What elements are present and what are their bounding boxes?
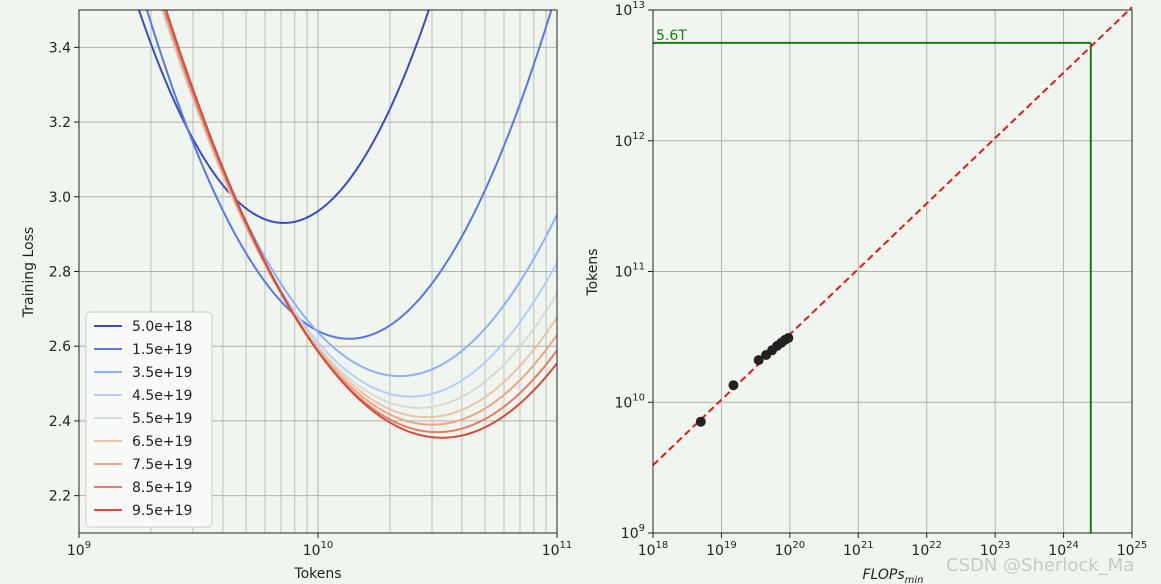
right-points bbox=[695, 333, 794, 427]
right-reference-lines: 5.6T bbox=[653, 28, 1092, 533]
legend-label: 3.5e+19 bbox=[132, 365, 192, 381]
watermark: CSDN @Sherlock_Ma bbox=[946, 555, 1134, 576]
right-xtick-label: 1024 bbox=[1048, 540, 1079, 559]
right-xtick-label: 1020 bbox=[775, 540, 806, 559]
left-ticks: 109 1010 1011 2.2 2.4 2.6 2.8 3.0 3.2 3.4 bbox=[49, 40, 573, 559]
right-xlabel: FLOPsmin bbox=[862, 567, 923, 584]
loss-curve-9.5e+19 bbox=[165, 10, 557, 439]
right-xtick-label: 1025 bbox=[1117, 540, 1148, 559]
left-xtick-label: 109 bbox=[67, 540, 91, 559]
legend-label: 4.5e+19 bbox=[132, 388, 192, 404]
reference-label: 5.6T bbox=[656, 28, 687, 44]
left-ytick-label: 2.2 bbox=[49, 489, 71, 505]
left-ytick-label: 2.4 bbox=[49, 414, 71, 430]
right-xtick-label: 1018 bbox=[638, 540, 669, 559]
left-ytick-label: 2.8 bbox=[49, 265, 71, 281]
legend-box bbox=[85, 311, 213, 528]
left-legend: 5.0e+18 1.5e+19 3.5e+19 4.5e+19 5.5e+19 6.5e+… bbox=[85, 311, 213, 528]
right-ytick-label: 1010 bbox=[614, 392, 645, 411]
right-xtick-label: 1023 bbox=[980, 540, 1011, 559]
right-xtick-label: 1022 bbox=[911, 540, 942, 559]
left-ytick-label: 2.6 bbox=[49, 339, 71, 355]
legend-label: 5.5e+19 bbox=[132, 411, 192, 427]
left-ytick-label: 3.0 bbox=[49, 190, 71, 206]
data-point bbox=[728, 380, 739, 391]
left-ylabel: Training Loss bbox=[21, 227, 37, 318]
data-point bbox=[695, 416, 706, 427]
legend-label: 6.5e+19 bbox=[132, 434, 192, 450]
left-xtick-label: 1010 bbox=[303, 540, 334, 559]
left-curves bbox=[137, 10, 557, 439]
right-ytick-label: 1013 bbox=[614, 0, 645, 19]
data-point bbox=[753, 355, 764, 366]
left-xlabel: Tokens bbox=[293, 566, 341, 582]
right-ytick-label: 1012 bbox=[614, 131, 645, 150]
legend-label: 1.5e+19 bbox=[132, 342, 192, 358]
right-xtick-label: 1019 bbox=[706, 540, 737, 559]
legend-label: 9.5e+19 bbox=[132, 503, 192, 519]
legend-label: 5.0e+18 bbox=[132, 319, 192, 335]
right-ytick-label: 109 bbox=[621, 523, 645, 542]
loss-curve-3.5e+19 bbox=[162, 10, 557, 378]
legend-label: 7.5e+19 bbox=[132, 457, 192, 473]
left-ytick-label: 3.2 bbox=[49, 115, 71, 131]
right-ylabel: Tokens bbox=[585, 248, 601, 296]
right-xtick-label: 1021 bbox=[843, 540, 874, 559]
right-scaling-chart: 5.6T 1018 1019 1020 1021 1022 1023 1024 1025 109… bbox=[585, 0, 1147, 584]
data-point bbox=[783, 333, 794, 344]
loss-curve-5.0e+18 bbox=[137, 10, 430, 224]
right-ticks: 1018 1019 1020 1021 1022 1023 1024 1025 109 1010 1… bbox=[614, 0, 1147, 559]
left-ytick-label: 3.4 bbox=[49, 40, 71, 56]
loss-curve-4.5e+19 bbox=[161, 10, 557, 398]
loss-curve-6.5e+19 bbox=[162, 10, 557, 419]
legend-label: 8.5e+19 bbox=[132, 480, 192, 496]
right-ytick-label: 1011 bbox=[614, 262, 645, 281]
left-xtick-label: 1011 bbox=[542, 540, 573, 559]
